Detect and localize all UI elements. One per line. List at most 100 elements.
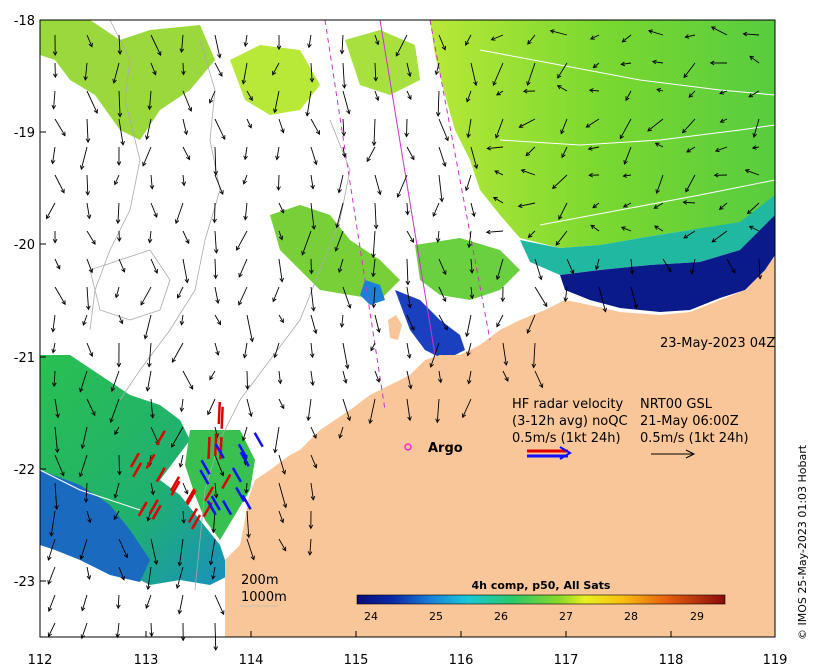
velocity-arrow-head: [248, 96, 253, 102]
velocity-arrow: [182, 146, 190, 160]
velocity-arrow: [182, 90, 192, 112]
velocity-arrow: [114, 174, 120, 185]
velocity-arrow: [470, 258, 473, 273]
velocity-arrow: [374, 62, 377, 81]
velocity-arrow-head: [461, 413, 467, 419]
velocity-arrow-head: [146, 585, 151, 591]
x-tick-label: 117: [554, 653, 579, 668]
velocity-arrow-head: [407, 95, 412, 100]
velocity-arrow: [214, 146, 217, 175]
velocity-arrow-head: [219, 190, 224, 195]
hf-blue-arrow: [235, 486, 246, 503]
velocity-arrow-head: [153, 560, 159, 565]
velocity-arrow: [47, 538, 56, 561]
isobath-1000m: 1000m: [241, 590, 287, 605]
velocity-arrow: [502, 370, 509, 382]
velocity-arrow: [492, 62, 504, 86]
velocity-arrow-head: [518, 123, 524, 128]
velocity-arrow: [593, 62, 600, 68]
colorbar-gradient: [356, 594, 726, 605]
velocity-arrow: [79, 370, 88, 392]
velocity-arrow: [683, 201, 696, 204]
velocity-arrow-head: [247, 123, 252, 129]
velocity-arrow: [342, 118, 345, 136]
velocity-arrow: [747, 202, 760, 215]
legend-line3-left: 0.5m/s (1kt 24h): [512, 431, 621, 446]
velocity-arrow-head: [153, 213, 158, 218]
velocity-arrow-head: [377, 190, 382, 196]
velocity-arrow-head: [473, 81, 478, 87]
velocity-arrow-head: [310, 381, 315, 387]
velocity-arrow-head: [441, 45, 447, 51]
velocity-arrow: [374, 370, 380, 383]
velocity-arrow: [621, 226, 632, 232]
velocity-arrow-head: [368, 419, 373, 425]
velocity-arrow: [118, 538, 128, 558]
velocity-arrow-head: [620, 61, 626, 67]
hf-red-arrow: [145, 453, 156, 470]
velocity-arrow-head: [175, 584, 181, 589]
velocity-arrow-head: [140, 300, 145, 306]
velocity-arrow: [238, 286, 248, 306]
velocity-arrow: [246, 118, 252, 129]
velocity-arrow-head: [113, 515, 118, 521]
velocity-arrow: [308, 34, 312, 48]
velocity-arrow-head: [179, 48, 185, 54]
velocity-arrow-head: [91, 411, 96, 417]
velocity-arrow: [310, 426, 317, 439]
y-tick-label: -23: [14, 575, 35, 590]
hf-blue-arrow: [237, 443, 248, 459]
velocity-arrow-head: [690, 269, 695, 275]
velocity-arrow: [435, 62, 440, 75]
velocity-arrow: [630, 258, 633, 274]
velocity-arrow-head: [376, 328, 381, 334]
velocity-arrow-head: [346, 416, 352, 422]
velocity-arrow-head: [278, 235, 284, 241]
velocity-arrow: [113, 510, 120, 520]
velocity-arrow-head: [749, 55, 754, 61]
velocity-arrow-head: [116, 362, 122, 368]
velocity-arrow: [339, 426, 344, 439]
velocity-arrow-head: [85, 138, 91, 144]
velocity-arrow: [214, 118, 226, 140]
velocity-arrow-head: [184, 489, 189, 495]
velocity-arrow: [54, 174, 65, 194]
velocity-arrow-head: [142, 161, 147, 167]
velocity-arrow-head: [748, 93, 754, 98]
velocity-arrow: [621, 62, 632, 65]
velocity-arrow: [366, 146, 376, 162]
velocity-arrow-head: [146, 516, 151, 522]
velocity-arrow: [118, 34, 121, 55]
velocity-arrow: [86, 286, 89, 310]
velocity-arrow-head: [371, 141, 377, 147]
velocity-arrow: [214, 314, 221, 325]
velocity-arrow-head: [711, 238, 717, 243]
velocity-arrow: [748, 90, 760, 98]
velocity-arrow: [406, 258, 409, 285]
hf-blue-arrow: [239, 451, 250, 467]
satellite-tracks: [324, 19, 491, 411]
hf-red-arrow: [219, 437, 223, 460]
velocity-arrow-head: [466, 97, 471, 103]
velocity-arrow: [115, 286, 120, 298]
velocity-arrow-head: [465, 40, 470, 46]
velocity-arrow-head: [496, 91, 501, 96]
velocity-arrow: [48, 622, 56, 637]
velocity-arrow: [114, 426, 120, 435]
legend-line2-left: (3-12h avg) noQC: [512, 414, 628, 429]
velocity-arrow: [149, 90, 152, 110]
velocity-arrow-head: [683, 234, 689, 239]
velocity-arrow: [236, 230, 248, 251]
y-tick-label: -18: [14, 14, 35, 29]
velocity-arrow-head: [280, 404, 285, 410]
velocity-arrow-head: [561, 153, 566, 159]
velocity-arrow: [54, 258, 61, 270]
velocity-arrow: [54, 482, 58, 510]
hf-blue-arrow: [253, 432, 264, 448]
velocity-arrow-head: [409, 238, 414, 244]
velocity-arrow: [691, 258, 696, 274]
velocity-arrow-head: [179, 320, 185, 326]
velocity-arrow-head: [52, 51, 58, 57]
velocity-arrow-head: [211, 528, 216, 534]
velocity-arrow: [214, 62, 223, 77]
